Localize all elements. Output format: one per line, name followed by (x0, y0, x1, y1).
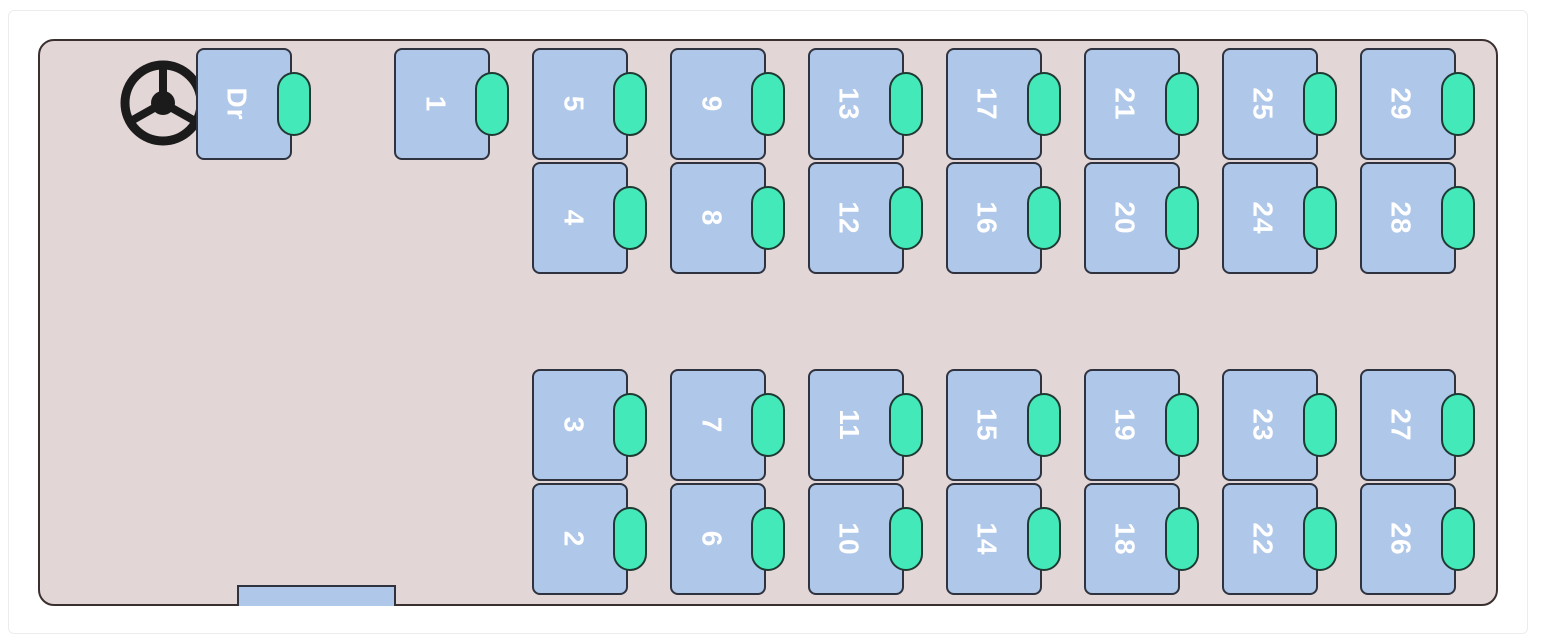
seat-label: Dr (222, 87, 253, 121)
seat-26[interactable]: 26 (1360, 483, 1475, 595)
seat-label: 6 (695, 530, 727, 548)
headrest (1165, 186, 1199, 250)
seat-label: 11 (833, 409, 865, 441)
seat-3[interactable]: 3 (532, 369, 647, 481)
headrest (1165, 393, 1199, 457)
seat-label: 19 (1110, 408, 1141, 442)
seat-label: 28 (1386, 201, 1417, 235)
seat-label: 17 (972, 87, 1003, 121)
headrest (613, 507, 647, 571)
seat-28[interactable]: 28 (1360, 162, 1475, 274)
seat-label: 10 (834, 522, 865, 556)
seat-label: 5 (557, 95, 589, 113)
headrest (1441, 507, 1475, 571)
entry-door (237, 585, 396, 606)
headrest (1441, 186, 1475, 250)
seat-19[interactable]: 19 (1084, 369, 1199, 481)
seat-24[interactable]: 24 (1222, 162, 1337, 274)
seat-label: 8 (695, 209, 727, 227)
seat-12[interactable]: 12 (808, 162, 923, 274)
seat-25[interactable]: 25 (1222, 48, 1337, 160)
seat-4[interactable]: 4 (532, 162, 647, 274)
seat-22[interactable]: 22 (1222, 483, 1337, 595)
seat-14[interactable]: 14 (946, 483, 1061, 595)
headrest (613, 186, 647, 250)
seat-label: 20 (1110, 201, 1141, 235)
seat-11[interactable]: 11 (808, 369, 923, 481)
seat-label: 26 (1386, 522, 1417, 556)
headrest (1441, 72, 1475, 136)
seat-8[interactable]: 8 (670, 162, 785, 274)
headrest (1441, 393, 1475, 457)
headrest (1303, 186, 1337, 250)
seat-17[interactable]: 17 (946, 48, 1061, 160)
seat-27[interactable]: 27 (1360, 369, 1475, 481)
seat-7[interactable]: 7 (670, 369, 785, 481)
seat-label: 15 (972, 408, 1003, 442)
seat-label: 1 (419, 95, 451, 113)
seat-1[interactable]: 1 (394, 48, 509, 160)
seat-label: 12 (834, 201, 865, 235)
seat-9[interactable]: 9 (670, 48, 785, 160)
seat-label: 7 (695, 416, 727, 434)
headrest (1027, 186, 1061, 250)
seat-label: 27 (1386, 408, 1417, 442)
headrest (889, 72, 923, 136)
headrest (1165, 72, 1199, 136)
headrest (1027, 72, 1061, 136)
headrest (751, 72, 785, 136)
seat-label: 29 (1386, 87, 1417, 121)
seat-15[interactable]: 15 (946, 369, 1061, 481)
headrest (751, 507, 785, 571)
headrest (751, 393, 785, 457)
seat-10[interactable]: 10 (808, 483, 923, 595)
seat-label: 21 (1110, 87, 1141, 121)
headrest (889, 507, 923, 571)
driver-seat: Dr (196, 48, 311, 160)
headrest (1303, 507, 1337, 571)
seat-label: 13 (834, 87, 865, 121)
headrest (1027, 393, 1061, 457)
headrest (613, 72, 647, 136)
seat-16[interactable]: 16 (946, 162, 1061, 274)
steering-wheel-icon (120, 60, 206, 146)
seat-label: 23 (1248, 408, 1279, 442)
seat-label: 22 (1248, 522, 1279, 556)
seat-label: 14 (972, 522, 1003, 556)
seat-13[interactable]: 13 (808, 48, 923, 160)
seat-29[interactable]: 29 (1360, 48, 1475, 160)
seat-5[interactable]: 5 (532, 48, 647, 160)
seat-label: 3 (557, 416, 589, 434)
headrest (1165, 507, 1199, 571)
seat-label: 16 (972, 201, 1003, 235)
seat-label: 9 (695, 95, 727, 113)
headrest (475, 72, 509, 136)
seat-label: 18 (1110, 522, 1141, 556)
seat-18[interactable]: 18 (1084, 483, 1199, 595)
seat-label: 24 (1248, 201, 1279, 235)
headrest (1303, 393, 1337, 457)
seat-2[interactable]: 2 (532, 483, 647, 595)
headrest (889, 393, 923, 457)
seat-6[interactable]: 6 (670, 483, 785, 595)
headrest (613, 393, 647, 457)
seat-label: 4 (557, 209, 589, 227)
headrest (751, 186, 785, 250)
seat-23[interactable]: 23 (1222, 369, 1337, 481)
seat-20[interactable]: 20 (1084, 162, 1199, 274)
headrest (889, 186, 923, 250)
seat-label: 2 (557, 530, 589, 548)
seat-label: 25 (1248, 87, 1279, 121)
headrest (1303, 72, 1337, 136)
seat-21[interactable]: 21 (1084, 48, 1199, 160)
headrest (1027, 507, 1061, 571)
headrest (277, 72, 311, 136)
